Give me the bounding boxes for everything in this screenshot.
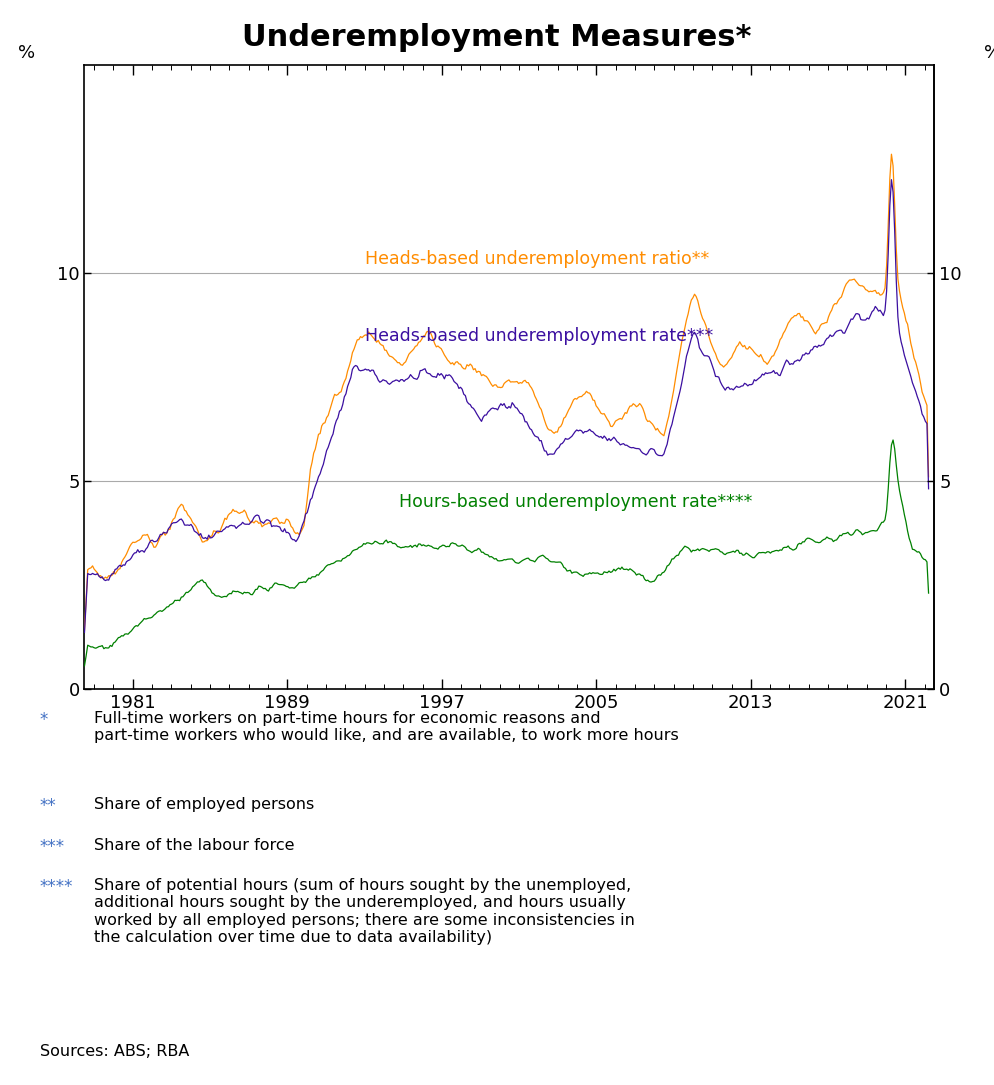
Text: %: % [984, 44, 994, 62]
Text: Hours-based underemployment rate****: Hours-based underemployment rate**** [399, 493, 752, 511]
Text: Share of employed persons: Share of employed persons [94, 797, 315, 813]
Text: Underemployment Measures*: Underemployment Measures* [243, 24, 751, 52]
Text: ****: **** [40, 878, 74, 896]
Text: **: ** [40, 797, 57, 816]
Text: Heads-based underemployment ratio**: Heads-based underemployment ratio** [365, 250, 709, 268]
Text: Heads-based underemployment rate***: Heads-based underemployment rate*** [365, 328, 714, 345]
Text: ***: *** [40, 838, 65, 856]
Text: Share of the labour force: Share of the labour force [94, 838, 295, 853]
Text: *: * [40, 711, 48, 729]
Text: Share of potential hours (sum of hours sought by the unemployed,
additional hour: Share of potential hours (sum of hours s… [94, 878, 635, 945]
Text: Sources: ABS; RBA: Sources: ABS; RBA [40, 1044, 189, 1059]
Text: Full-time workers on part-time hours for economic reasons and
part-time workers : Full-time workers on part-time hours for… [94, 711, 679, 743]
Text: %: % [18, 44, 35, 62]
